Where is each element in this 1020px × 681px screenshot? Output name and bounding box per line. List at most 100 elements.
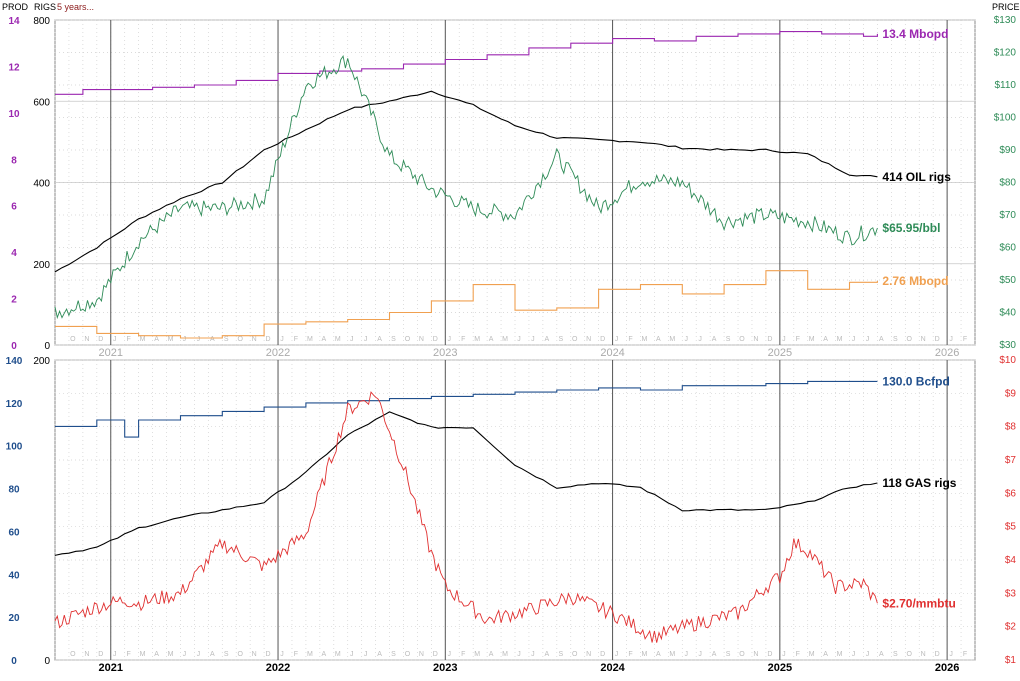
rigs-axis-header: RIGS bbox=[34, 2, 56, 12]
year-label: 2024 bbox=[600, 347, 624, 359]
series-end-label: 414 OIL rigs bbox=[882, 170, 951, 184]
price-tick-label: $90 bbox=[999, 145, 1016, 156]
prod-tick-label: 80 bbox=[8, 485, 20, 496]
month-tick-label: N bbox=[753, 651, 758, 658]
month-tick-label: D bbox=[600, 651, 605, 658]
month-tick-label: F bbox=[796, 336, 800, 343]
year-label: 2021 bbox=[99, 662, 123, 674]
year-label: 2023 bbox=[433, 347, 457, 359]
month-tick-label: J bbox=[698, 336, 702, 343]
year-label: 2021 bbox=[99, 347, 123, 359]
prod-tick-label: 8 bbox=[11, 155, 17, 166]
price-tick-label: $120 bbox=[994, 48, 1017, 59]
prod-tick-label: 100 bbox=[6, 442, 23, 453]
month-tick-label: S bbox=[391, 651, 396, 658]
plot-frame bbox=[54, 359, 976, 661]
month-tick-label: F bbox=[963, 336, 967, 343]
month-tick-label: N bbox=[921, 336, 926, 343]
month-tick-label: O bbox=[237, 336, 243, 343]
series-line-price-2 bbox=[54, 55, 878, 320]
rigs-tick-label: 0 bbox=[44, 656, 50, 667]
month-tick-label: N bbox=[84, 651, 89, 658]
month-tick-label: J bbox=[183, 336, 187, 343]
panel-2: $1 $2 $3 $4 $5 $6 $7 $8 $9 $10 0 200 0 20 40 60 80 100 120… bbox=[6, 355, 1017, 674]
year-label: 2026 bbox=[935, 662, 959, 674]
price-tick-label: $100 bbox=[994, 113, 1017, 124]
series-end-label: 13.4 Mbopd bbox=[882, 27, 948, 41]
month-tick-label: S bbox=[893, 336, 898, 343]
prod-tick-label: 0 bbox=[11, 656, 17, 667]
price-tick-label: $6 bbox=[1005, 488, 1017, 499]
month-tick-label: J bbox=[866, 651, 870, 658]
month-tick-label: D bbox=[98, 651, 103, 658]
month-tick-label: A bbox=[656, 336, 661, 343]
month-tick-label: M bbox=[837, 651, 843, 658]
month-tick-label: N bbox=[419, 651, 424, 658]
month-tick-label: J bbox=[364, 651, 368, 658]
month-tick-label: M bbox=[837, 336, 843, 343]
month-tick-label: J bbox=[113, 651, 117, 658]
month-tick-label: D bbox=[433, 651, 438, 658]
month-tick-label: A bbox=[489, 336, 494, 343]
prod-tick-label: 60 bbox=[8, 527, 20, 538]
price-tick-label: $70 bbox=[999, 210, 1016, 221]
prod-tick-label: 20 bbox=[8, 613, 20, 624]
month-tick-label: M bbox=[502, 336, 508, 343]
price-tick-label: $10 bbox=[999, 355, 1016, 366]
price-tick-label: $30 bbox=[999, 340, 1016, 351]
month-tick-label: J bbox=[364, 336, 368, 343]
month-tick-label: D bbox=[935, 336, 940, 343]
month-tick-label: S bbox=[726, 651, 731, 658]
month-tick-label: A bbox=[823, 651, 828, 658]
month-tick-label: O bbox=[907, 336, 913, 343]
month-tick-label: M bbox=[307, 651, 313, 658]
month-tick-label: J bbox=[531, 651, 535, 658]
prod-tick-label: 120 bbox=[6, 399, 23, 410]
series-line-rigs-1 bbox=[54, 90, 878, 273]
year-label: 2025 bbox=[768, 347, 792, 359]
month-tick-label: S bbox=[558, 651, 563, 658]
month-tick-label: J bbox=[852, 336, 856, 343]
year-label: 2023 bbox=[433, 662, 457, 674]
prod-tick-label: 2 bbox=[11, 295, 17, 306]
month-tick-label: N bbox=[419, 336, 424, 343]
month-tick-label: D bbox=[98, 336, 103, 343]
month-tick-label: F bbox=[127, 651, 131, 658]
price-tick-label: $110 bbox=[994, 80, 1016, 91]
price-tick-label: $3 bbox=[1005, 588, 1017, 599]
series-line-prod-3 bbox=[55, 270, 878, 339]
month-tick-label: M bbox=[642, 651, 648, 658]
month-tick-label: M bbox=[809, 651, 815, 658]
month-tick-label: D bbox=[767, 336, 772, 343]
range-selector[interactable]: 5 years... bbox=[57, 2, 94, 12]
month-tick-label: A bbox=[377, 651, 382, 658]
month-tick-label: D bbox=[266, 336, 271, 343]
month-tick-label: M bbox=[669, 651, 675, 658]
month-tick-label: F bbox=[963, 651, 967, 658]
month-tick-label: F bbox=[127, 336, 131, 343]
month-tick-label: F bbox=[628, 651, 632, 658]
month-tick-label: A bbox=[321, 651, 326, 658]
month-tick-label: S bbox=[726, 336, 731, 343]
price-tick-label: $4 bbox=[1005, 555, 1017, 566]
month-tick-label: D bbox=[935, 651, 940, 658]
month-tick-label: A bbox=[712, 651, 717, 658]
month-tick-label: A bbox=[377, 336, 382, 343]
month-tick-label: J bbox=[615, 336, 619, 343]
month-tick-label: J bbox=[866, 336, 870, 343]
month-tick-label: J bbox=[531, 336, 535, 343]
prod-tick-label: 14 bbox=[8, 16, 20, 27]
prod-tick-label: 6 bbox=[11, 202, 17, 213]
rigs-tick-label: 200 bbox=[33, 260, 50, 271]
month-tick-label: O bbox=[572, 336, 578, 343]
month-tick-label: F bbox=[294, 336, 298, 343]
year-label: 2024 bbox=[600, 662, 625, 674]
month-tick-label: S bbox=[893, 651, 898, 658]
price-axis-header: PRICE bbox=[992, 2, 1020, 12]
year-label: 2022 bbox=[266, 662, 290, 674]
price-tick-label: $5 bbox=[1005, 522, 1017, 533]
month-tick-label: A bbox=[879, 651, 884, 658]
rigs-tick-label: 800 bbox=[33, 16, 50, 27]
month-tick-label: N bbox=[586, 336, 591, 343]
